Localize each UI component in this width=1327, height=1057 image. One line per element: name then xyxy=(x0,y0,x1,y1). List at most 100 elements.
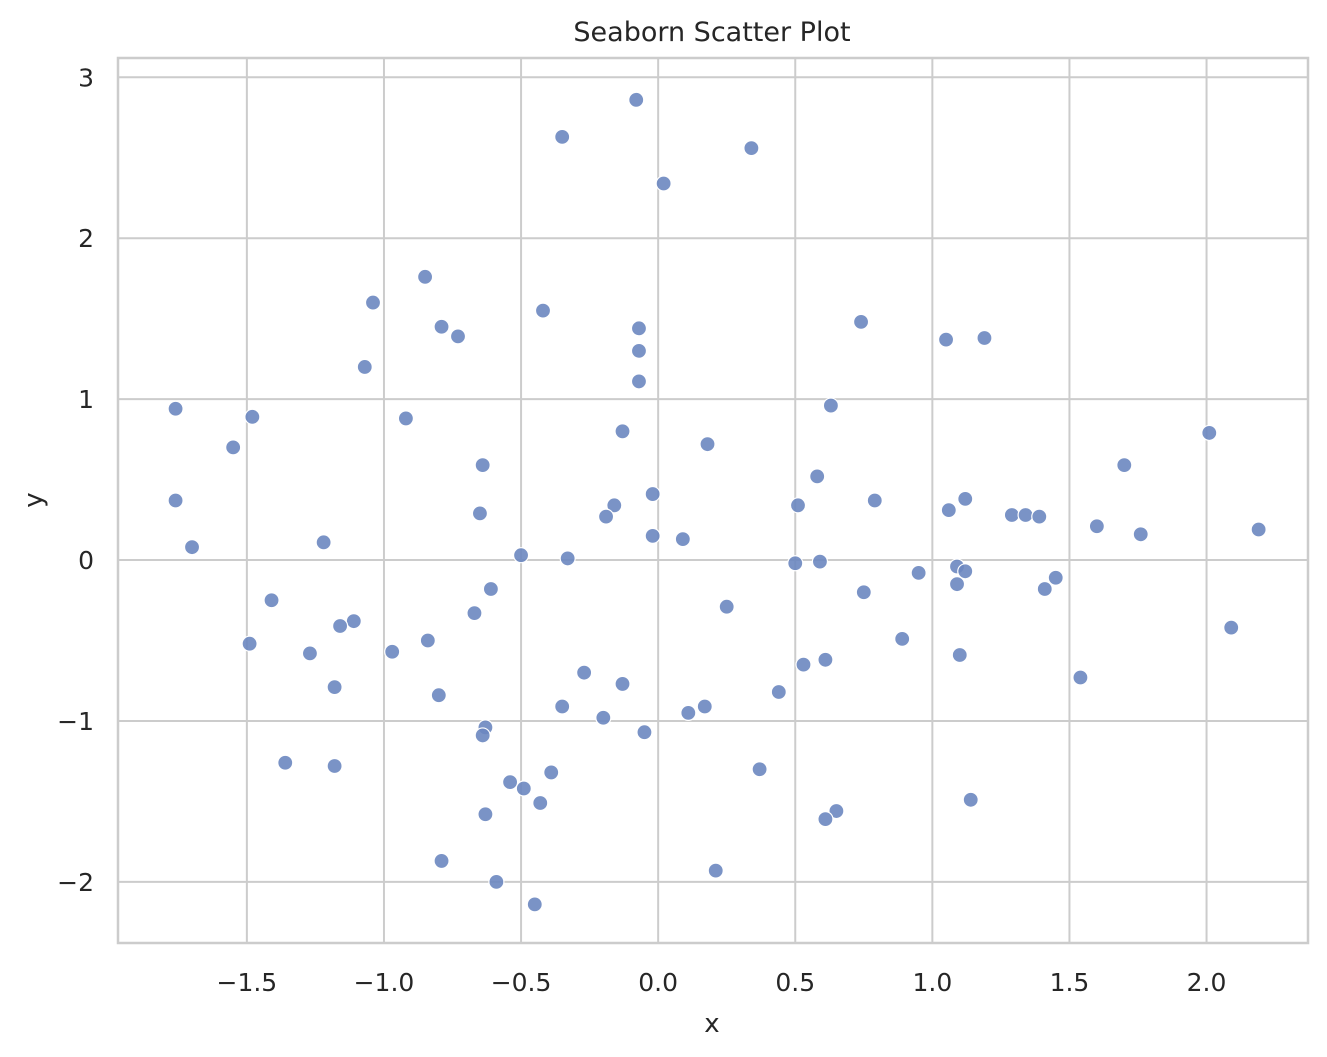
scatter-point xyxy=(628,91,645,108)
scatter-point xyxy=(225,439,242,456)
scatter-point xyxy=(430,687,447,704)
scatter-point xyxy=(940,502,957,519)
scatter-point xyxy=(433,318,450,335)
scatter-point xyxy=(630,342,648,359)
scatter-point xyxy=(1201,424,1218,442)
scatter-point xyxy=(948,576,966,593)
scatter-point xyxy=(482,580,500,598)
scatter-point xyxy=(1017,506,1034,524)
scatter-point xyxy=(501,773,519,791)
scatter-point xyxy=(471,505,489,522)
scatter-point xyxy=(707,862,724,879)
scatter-point xyxy=(1132,526,1149,543)
scatter-point xyxy=(957,563,974,580)
scatter-point xyxy=(1223,619,1240,636)
scatter-point xyxy=(644,485,661,503)
chart-title: Seaborn Scatter Plot xyxy=(573,17,850,48)
x-tick-label: 2.0 xyxy=(1187,968,1227,997)
scatter-point xyxy=(433,852,450,870)
scatter-point xyxy=(315,534,332,551)
scatter-point xyxy=(512,547,530,564)
scatter-point xyxy=(277,754,294,771)
x-tick-labels: −1.5 −1.0 −0.5 0.0 0.5 1.0 1.5 2.0 xyxy=(217,968,1227,997)
scatter-point xyxy=(474,457,491,474)
scatter-point xyxy=(1250,521,1267,538)
scatter-point xyxy=(345,613,362,630)
scatter-point xyxy=(751,761,768,778)
x-tick-label: 1.0 xyxy=(912,968,952,997)
scatter-point xyxy=(655,175,672,192)
scatter-point xyxy=(1088,518,1105,535)
y-tick-label: 0 xyxy=(78,546,94,575)
scatter-point xyxy=(1116,457,1133,474)
scatter-point xyxy=(630,373,648,390)
scatter-point xyxy=(301,645,319,662)
y-axis-label: y xyxy=(19,492,49,507)
scatter-point xyxy=(894,630,911,647)
scatter-point xyxy=(976,329,993,347)
y-tick-label: 1 xyxy=(78,385,94,414)
scatter-point xyxy=(559,550,576,567)
scatter-point xyxy=(477,806,494,823)
scatter-point xyxy=(356,358,373,376)
scatter-point xyxy=(1031,508,1048,525)
scatter-point xyxy=(699,436,716,453)
scatter-point xyxy=(532,794,549,812)
scatter-point xyxy=(554,128,571,145)
x-axis-label: x xyxy=(704,1009,719,1039)
y-tick-label: 2 xyxy=(78,224,94,253)
scatter-point xyxy=(397,410,415,427)
scatter-point xyxy=(674,531,691,548)
scatter-point xyxy=(474,727,491,744)
scatter-point xyxy=(822,397,840,414)
scatter-point xyxy=(630,320,648,337)
scatter-point xyxy=(828,802,845,820)
scatter-point xyxy=(770,683,787,701)
scatter-point xyxy=(534,302,552,319)
scatter-point xyxy=(809,468,826,485)
x-tick-label: −1.5 xyxy=(217,968,278,997)
scatter-point xyxy=(817,810,834,828)
scatter-point xyxy=(817,651,834,668)
scatter-point xyxy=(449,328,467,345)
scatter-point xyxy=(326,679,343,696)
scatter-point xyxy=(263,592,280,609)
x-tick-label: −1.0 xyxy=(354,968,415,997)
grid-lines xyxy=(118,58,1308,943)
scatter-point xyxy=(1072,669,1089,686)
scatter-point xyxy=(576,664,593,681)
scatter-point xyxy=(852,313,870,330)
scatter-point xyxy=(795,656,812,673)
scatter-point xyxy=(526,896,543,913)
scatter-point xyxy=(419,632,436,649)
scatter-point xyxy=(718,598,735,615)
scatter-point xyxy=(787,555,804,572)
y-tick-labels: −2 −1 0 1 2 3 xyxy=(57,63,94,897)
scatter-point xyxy=(614,423,631,440)
scatter-point xyxy=(384,643,401,660)
scatter-point xyxy=(606,497,623,514)
scatter-point xyxy=(488,873,505,890)
scatter-point xyxy=(167,492,184,509)
plot-frame xyxy=(116,56,1310,945)
scatter-point xyxy=(937,331,955,348)
y-tick-label: −2 xyxy=(57,868,94,897)
scatter-point xyxy=(244,408,261,425)
y-tick-label: 3 xyxy=(78,63,94,92)
scatter-point xyxy=(466,605,483,622)
scatter-point xyxy=(326,757,343,775)
scatter-point xyxy=(644,527,661,545)
scatter-point xyxy=(866,492,883,509)
scatter-point xyxy=(543,764,560,781)
scatter-point xyxy=(910,564,927,582)
scatter-point xyxy=(696,698,713,715)
scatter-point xyxy=(951,646,968,664)
scatter-point xyxy=(183,539,201,556)
data-points xyxy=(167,91,1267,913)
scatter-point xyxy=(614,675,631,693)
scatter-point xyxy=(1036,580,1053,598)
scatter-point xyxy=(957,490,974,507)
scatter-point xyxy=(241,635,258,652)
scatter-point xyxy=(597,508,615,525)
